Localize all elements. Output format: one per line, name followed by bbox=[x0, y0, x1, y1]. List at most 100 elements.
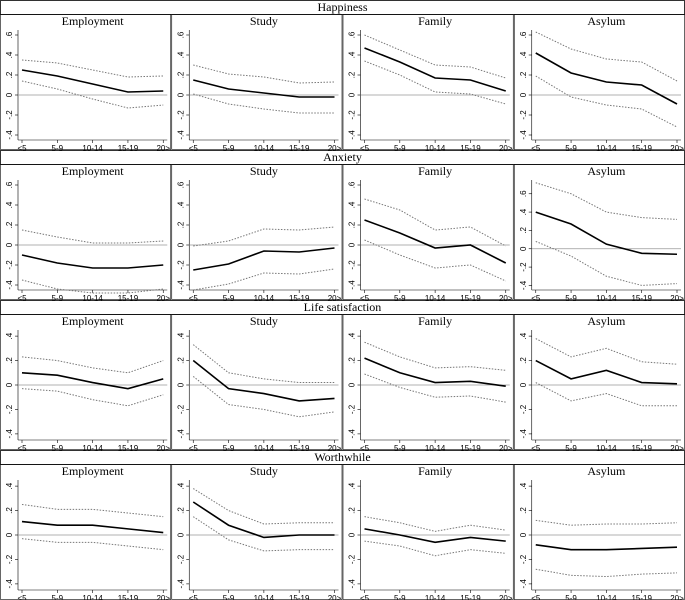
y-tick-label: -.2 bbox=[348, 554, 357, 564]
y-tick-label: .4 bbox=[176, 201, 185, 208]
x-tick-label: 20> bbox=[328, 144, 342, 153]
y-tick-label: .2 bbox=[5, 221, 14, 228]
y-tick-label: .4 bbox=[348, 201, 357, 208]
x-tick-label: 5-9 bbox=[52, 444, 64, 453]
y-tick-label: 0 bbox=[348, 92, 357, 97]
row-title: Life satisfaction bbox=[304, 300, 382, 314]
y-tick-label: 0 bbox=[519, 246, 528, 251]
series-line bbox=[535, 31, 678, 82]
panel-frame bbox=[171, 164, 343, 300]
y-tick-label: -.2 bbox=[176, 554, 185, 564]
y-tick-label: 0 bbox=[348, 532, 357, 537]
x-tick-label: 10-14 bbox=[596, 294, 617, 303]
x-tick-label: 5-9 bbox=[565, 144, 577, 153]
y-tick-label: 0 bbox=[348, 242, 357, 247]
series-line bbox=[192, 516, 335, 552]
y-tick-label: 0 bbox=[519, 532, 528, 537]
panel-title: Asylum bbox=[587, 14, 626, 28]
y-tick-label: 0 bbox=[348, 382, 357, 387]
y-tick-label: .2 bbox=[176, 357, 185, 364]
x-tick-label: 20> bbox=[499, 144, 513, 153]
x-tick-label: <5 bbox=[189, 294, 199, 303]
x-tick-label: 10-14 bbox=[82, 144, 103, 153]
series-line bbox=[193, 268, 335, 291]
y-tick-label: 0 bbox=[176, 382, 185, 387]
x-tick-label: 15-19 bbox=[631, 444, 652, 453]
panel-title: Asylum bbox=[587, 164, 626, 178]
y-tick-label: -.2 bbox=[176, 404, 185, 414]
x-tick-label: 10-14 bbox=[254, 144, 275, 153]
panel-frame bbox=[342, 14, 514, 150]
panel-frame bbox=[171, 14, 343, 150]
panel-title: Asylum bbox=[587, 314, 626, 328]
series-line bbox=[535, 240, 678, 286]
y-tick-label: .2 bbox=[5, 507, 14, 514]
x-tick-label: <5 bbox=[531, 144, 541, 153]
series-line bbox=[193, 79, 335, 98]
y-tick-label: -.4 bbox=[519, 130, 528, 140]
series-line bbox=[21, 279, 164, 294]
y-tick-label: -.4 bbox=[176, 429, 185, 439]
y-tick-label: .6 bbox=[519, 31, 528, 38]
panel-title: Family bbox=[418, 464, 452, 478]
x-tick-label: 15-19 bbox=[289, 294, 310, 303]
series-line bbox=[192, 501, 335, 539]
x-tick-label: <5 bbox=[360, 594, 370, 600]
x-tick-label: 15-19 bbox=[289, 144, 310, 153]
x-tick-label: 20> bbox=[328, 444, 342, 453]
x-tick-label: 10-14 bbox=[425, 444, 446, 453]
y-tick-label: .2 bbox=[519, 71, 528, 78]
x-tick-label: 5-9 bbox=[223, 444, 235, 453]
y-tick-label: .4 bbox=[176, 51, 185, 58]
x-tick-label: <5 bbox=[17, 444, 27, 453]
series-line bbox=[535, 75, 678, 128]
y-tick-label: -.2 bbox=[5, 110, 14, 120]
y-tick-label: -.2 bbox=[348, 404, 357, 414]
y-tick-label: .6 bbox=[176, 181, 185, 188]
y-tick-label: .2 bbox=[5, 357, 14, 364]
series-line bbox=[21, 520, 164, 534]
x-tick-label: 5-9 bbox=[223, 144, 235, 153]
y-tick-label: -.4 bbox=[348, 130, 357, 140]
panel-frame bbox=[513, 314, 685, 450]
x-tick-label: 15-19 bbox=[460, 144, 481, 153]
series-line bbox=[193, 226, 335, 247]
y-tick-label: -.4 bbox=[176, 579, 185, 589]
panel-title: Asylum bbox=[587, 464, 626, 478]
series-line bbox=[364, 198, 506, 247]
y-tick-label: -.4 bbox=[5, 280, 14, 290]
y-tick-label: -.2 bbox=[519, 404, 528, 414]
series-line bbox=[535, 52, 678, 105]
series-line bbox=[21, 371, 164, 390]
x-tick-label: 20> bbox=[156, 294, 170, 303]
series-line bbox=[535, 382, 677, 407]
y-tick-label: .2 bbox=[519, 227, 528, 234]
x-tick-label: 10-14 bbox=[254, 594, 275, 600]
series-line bbox=[535, 359, 678, 385]
x-tick-label: 5-9 bbox=[394, 294, 406, 303]
series-line bbox=[364, 47, 506, 92]
x-tick-label: 15-19 bbox=[631, 144, 652, 153]
y-tick-label: .6 bbox=[176, 31, 185, 38]
y-tick-label: .6 bbox=[519, 190, 528, 197]
x-tick-label: 20> bbox=[156, 144, 170, 153]
series-line bbox=[364, 528, 506, 544]
x-tick-label: <5 bbox=[189, 594, 199, 600]
x-tick-label: <5 bbox=[531, 594, 541, 600]
x-tick-label: 10-14 bbox=[82, 294, 103, 303]
y-tick-label: -.2 bbox=[5, 260, 14, 270]
series-line bbox=[364, 34, 506, 79]
y-tick-label: 0 bbox=[5, 382, 14, 387]
y-tick-label: .2 bbox=[348, 507, 357, 514]
y-tick-label: -.4 bbox=[176, 280, 185, 290]
x-tick-label: 15-19 bbox=[118, 444, 139, 453]
x-tick-label: 5-9 bbox=[565, 444, 577, 453]
x-tick-label: <5 bbox=[531, 444, 541, 453]
x-tick-label: 20> bbox=[328, 294, 342, 303]
series-line bbox=[535, 182, 678, 220]
x-tick-label: 20> bbox=[670, 294, 684, 303]
x-tick-label: 5-9 bbox=[52, 144, 64, 153]
row-title: Happiness bbox=[318, 0, 368, 14]
panel-frame bbox=[513, 464, 685, 600]
series-line bbox=[364, 239, 506, 282]
